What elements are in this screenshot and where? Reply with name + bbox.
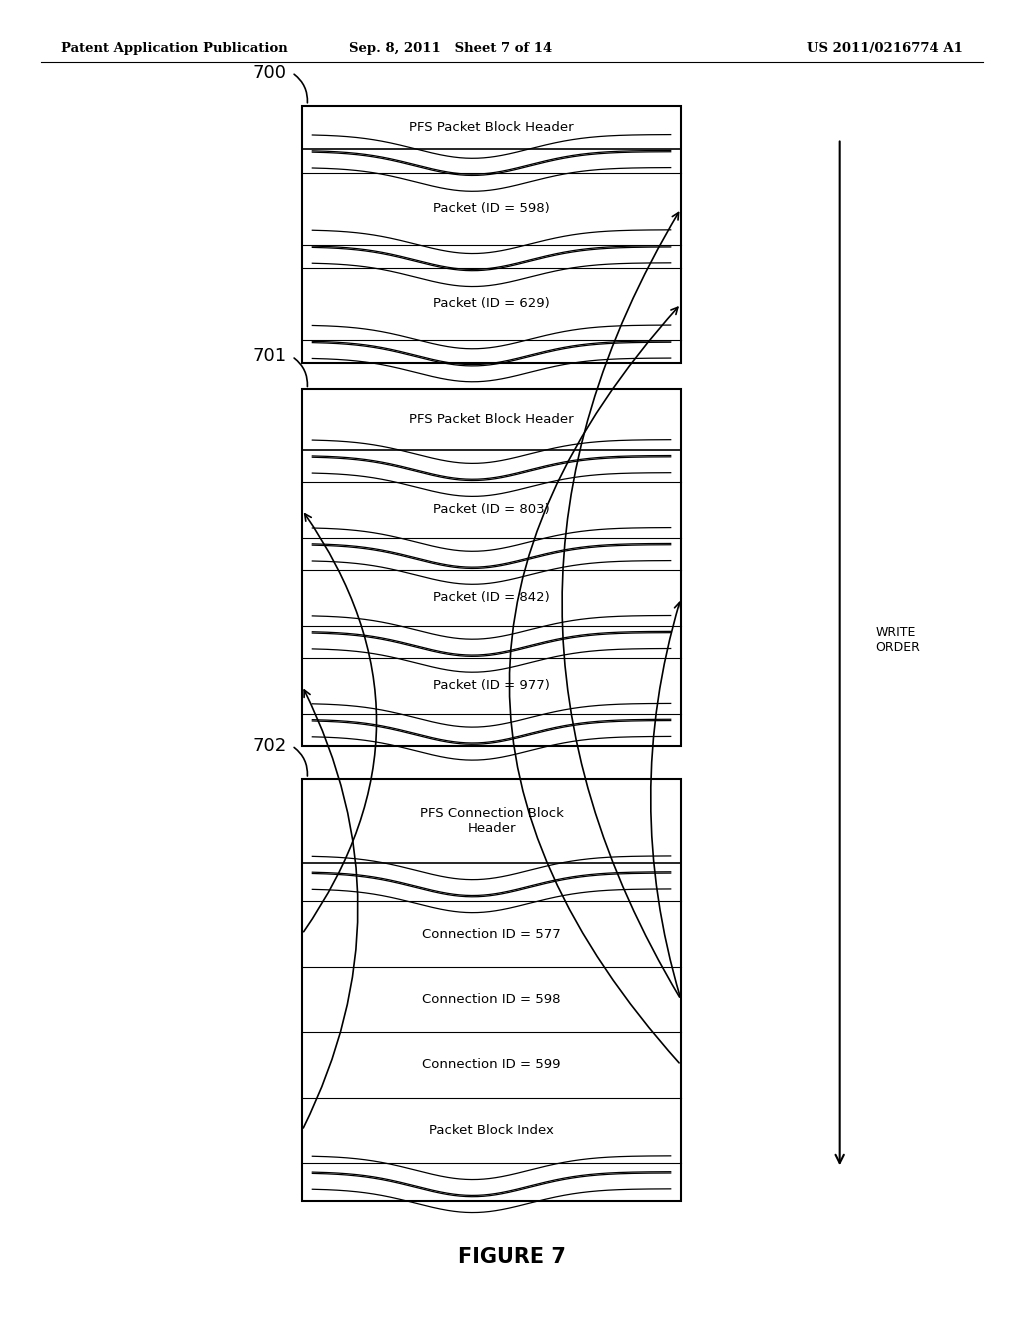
Text: FIGURE 7: FIGURE 7	[458, 1246, 566, 1267]
FancyArrowPatch shape	[650, 602, 681, 997]
Text: Packet (ID = 842): Packet (ID = 842)	[433, 591, 550, 605]
Text: 700: 700	[253, 63, 287, 82]
Text: PFS Packet Block Header: PFS Packet Block Header	[410, 413, 573, 426]
Bar	[302, 389, 681, 746]
Text: PFS Connection Block
Header: PFS Connection Block Header	[420, 807, 563, 836]
Text: Connection ID = 599: Connection ID = 599	[422, 1059, 561, 1072]
Text: Packet (ID = 598): Packet (ID = 598)	[433, 202, 550, 215]
FancyArrowPatch shape	[294, 358, 307, 387]
Text: Connection ID = 577: Connection ID = 577	[422, 928, 561, 941]
Text: PFS Packet Block Header: PFS Packet Block Header	[410, 121, 573, 133]
Text: Packet (ID = 629): Packet (ID = 629)	[433, 297, 550, 310]
Text: Sep. 8, 2011   Sheet 7 of 14: Sep. 8, 2011 Sheet 7 of 14	[349, 42, 552, 55]
FancyArrowPatch shape	[294, 74, 307, 103]
Text: Patent Application Publication: Patent Application Publication	[61, 42, 288, 55]
FancyArrowPatch shape	[509, 308, 679, 1063]
FancyArrowPatch shape	[303, 690, 357, 1129]
Text: Packet (ID = 977): Packet (ID = 977)	[433, 680, 550, 692]
Text: Connection ID = 598: Connection ID = 598	[422, 993, 561, 1006]
FancyArrowPatch shape	[304, 513, 377, 932]
Bar	[302, 106, 681, 363]
FancyArrowPatch shape	[562, 213, 680, 997]
Text: 702: 702	[253, 737, 287, 755]
FancyArrowPatch shape	[836, 141, 844, 1163]
Text: Packet (ID = 803): Packet (ID = 803)	[433, 503, 550, 516]
Bar	[302, 779, 681, 1201]
FancyArrowPatch shape	[294, 747, 307, 776]
Text: US 2011/0216774 A1: US 2011/0216774 A1	[807, 42, 963, 55]
Text: Packet Block Index: Packet Block Index	[429, 1123, 554, 1137]
Text: WRITE
ORDER: WRITE ORDER	[876, 626, 921, 655]
Text: 701: 701	[253, 347, 287, 366]
